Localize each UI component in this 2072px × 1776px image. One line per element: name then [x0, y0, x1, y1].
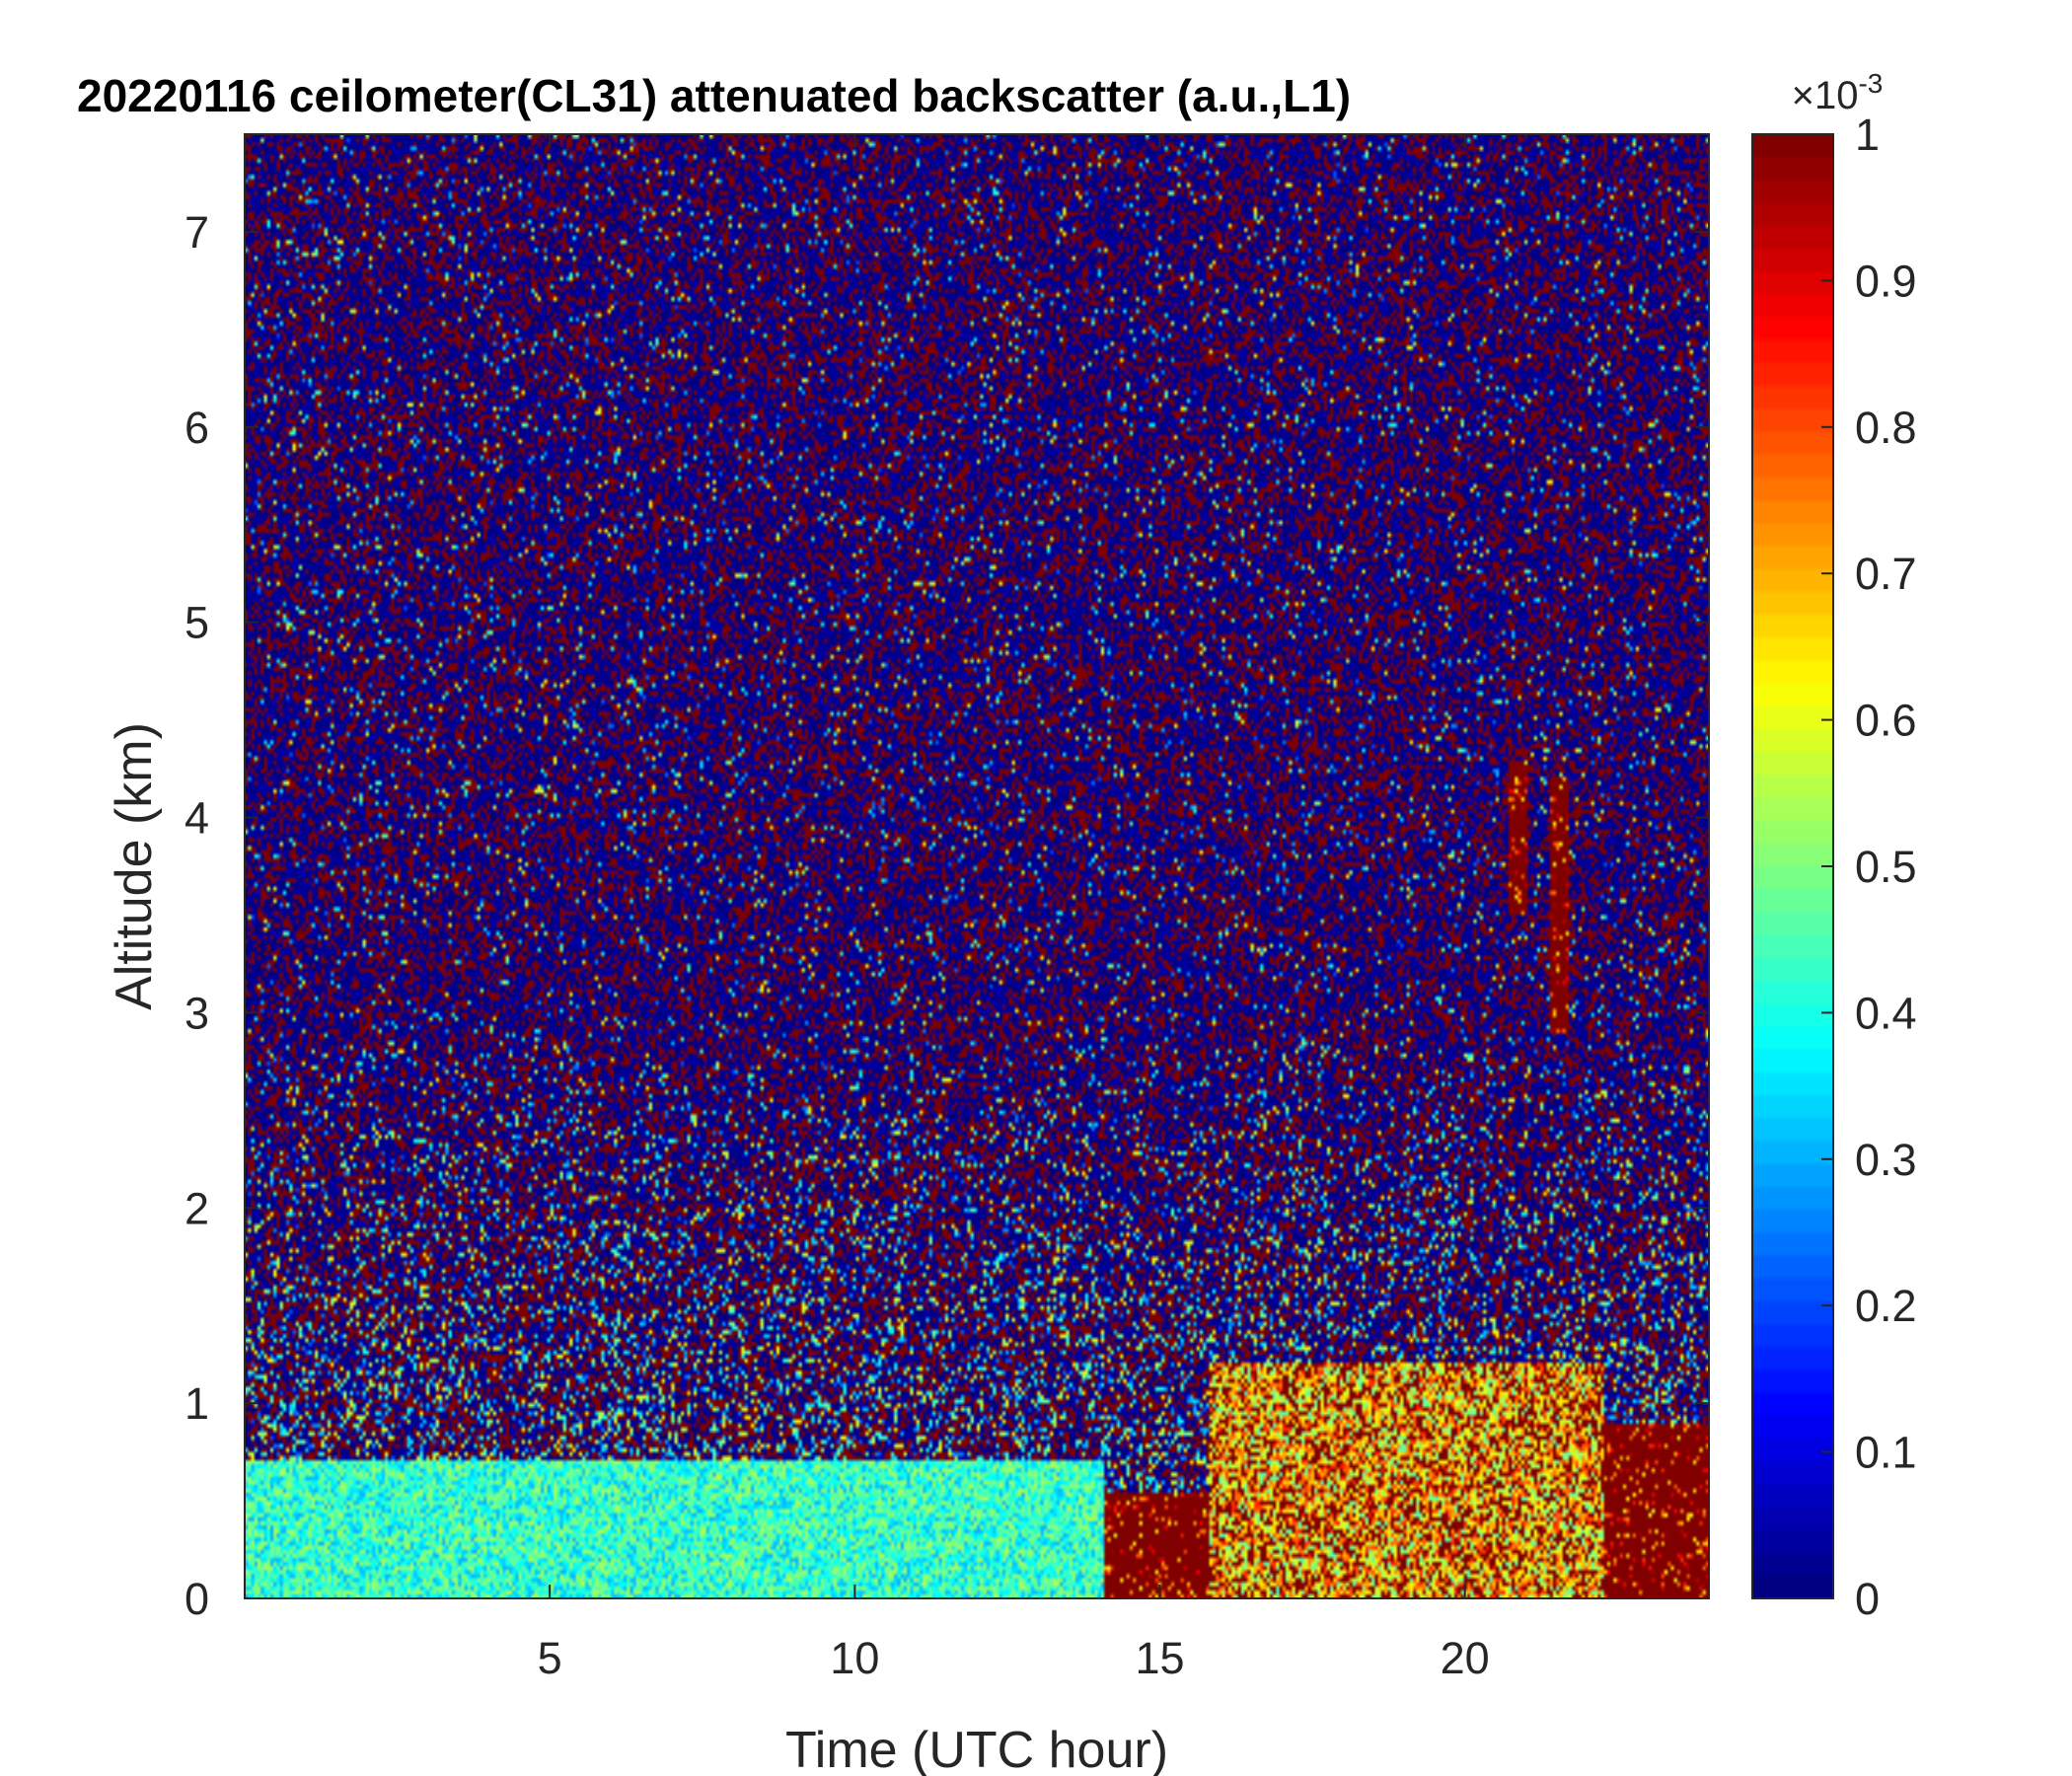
y-tick-label: 7 [185, 207, 209, 258]
colorbar-tick-label: 0 [1855, 1574, 1880, 1624]
colorbar-tick-label: 0.9 [1855, 256, 1917, 306]
y-tick-label: 5 [185, 598, 209, 648]
x-axis-label: Time (UTC hour) [785, 1722, 1168, 1776]
colorbar-tick-label: 0.2 [1855, 1281, 1917, 1331]
y-tick-label: 3 [185, 988, 209, 1038]
y-tick-label: 6 [185, 403, 209, 453]
colorbar-tick-label: 0.7 [1855, 549, 1917, 599]
colorbar: 0 0.1 0.2 0.3 0.4 0.5 0.6 0.7 0.8 0.9 1 ×10-3 [1751, 68, 1917, 1624]
x-tick-label: 10 [830, 1633, 879, 1683]
colorbar-tick-label: 0.8 [1855, 403, 1917, 453]
colorbar-tick-label: 0.6 [1855, 696, 1917, 746]
y-tick-label: 2 [185, 1183, 209, 1233]
chart-title: 20220116 ceilometer(CL31) attenuated bac… [77, 70, 1351, 121]
colorbar-exponent: ×10-3 [1792, 68, 1884, 117]
x-tick-label: 20 [1441, 1633, 1490, 1683]
plot-frame [244, 133, 1710, 1599]
backscatter-heatmap [245, 134, 1709, 1598]
colorbar-gradient [1752, 134, 1833, 1598]
y-axis-label: Altitude (km) [106, 722, 163, 1010]
x-axis: 5 10 15 20 [538, 134, 1490, 1683]
colorbar-tick-label: 1 [1855, 110, 1880, 160]
plot-area [244, 133, 1710, 1599]
y-tick-label: 4 [185, 793, 209, 844]
colorbar-tick-label: 0.1 [1855, 1428, 1917, 1478]
y-axis: 0 1 2 3 4 5 6 7 [185, 207, 1709, 1624]
x-tick-label: 5 [538, 1633, 562, 1683]
colorbar-tick-label: 0.3 [1855, 1135, 1917, 1185]
y-tick-label: 1 [185, 1378, 209, 1429]
colorbar-tick-label: 0.4 [1855, 988, 1917, 1038]
y-tick-label: 0 [185, 1574, 209, 1624]
colorbar-ticks: 0 0.1 0.2 0.3 0.4 0.5 0.6 0.7 0.8 0.9 1 [1821, 110, 1917, 1624]
x-tick-label: 15 [1135, 1633, 1184, 1683]
colorbar-tick-label: 0.5 [1855, 842, 1917, 892]
